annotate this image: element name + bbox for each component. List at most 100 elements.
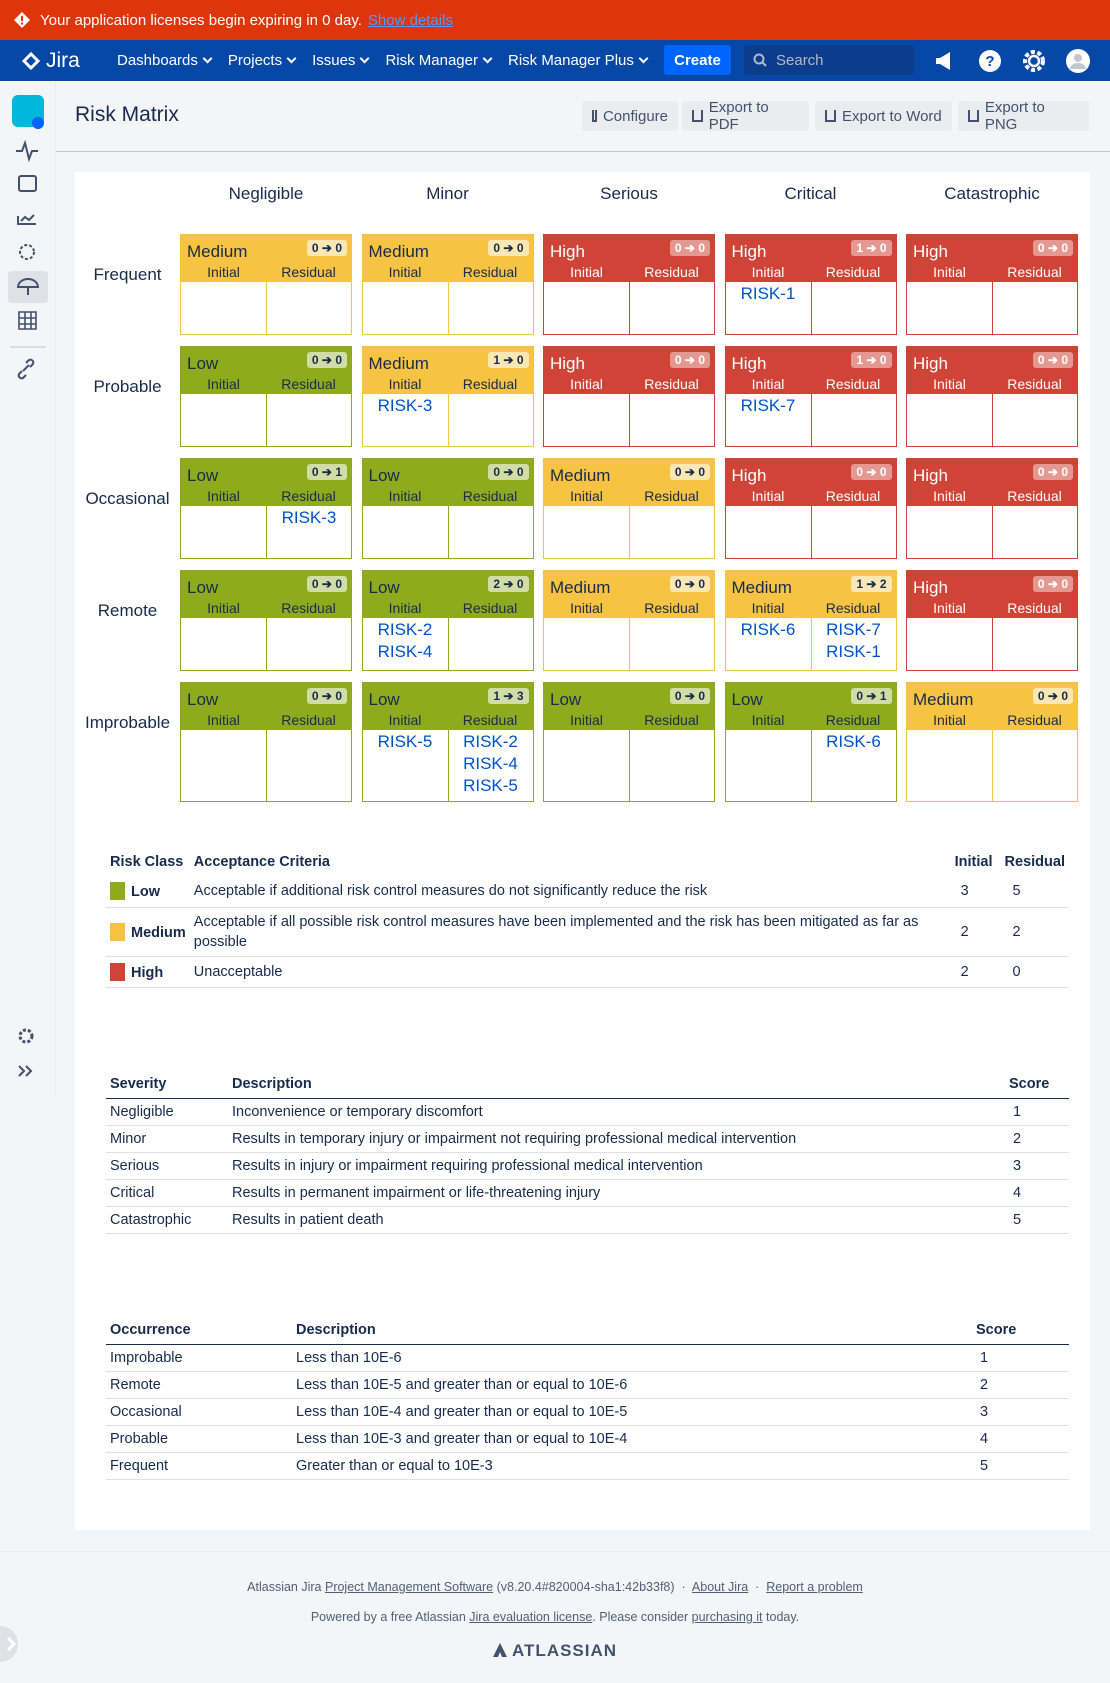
toolbar-button[interactable]: Configure [582,101,678,131]
column-header: Score [972,1316,1069,1345]
jira-logo[interactable]: Jira [21,49,117,73]
severity-header: Minor [426,184,469,203]
matrix-cell: High 0 ➔ 0 Initial Residual [724,458,897,559]
risk-link[interactable]: RISK-7 [740,396,796,415]
logo-text: ATLASSIAN [512,1641,618,1660]
reports-icon[interactable] [17,214,36,225]
risk-link[interactable]: RISK-4 [463,754,518,773]
occurrence-header: Probable [93,377,162,396]
initial-label: Initial [388,376,422,392]
risk-class: Medium [368,242,429,261]
board-icon[interactable] [18,175,37,192]
count-badge: 0 ➔ 0 [1032,464,1073,480]
risk-class: Low [368,578,400,597]
count-badge: 0 ➔ 1 [851,688,892,704]
risk-link[interactable]: RISK-3 [281,508,337,527]
initial-risks [181,394,266,446]
footer-line-2: Powered by a free Atlassian Jira evaluat… [0,1610,1110,1624]
risk-link[interactable]: RISK-5 [463,776,518,795]
risk-link[interactable]: RISK-4 [377,642,433,661]
count-badge: 1 ➔ 3 [488,688,529,704]
notifications-icon[interactable] [936,52,950,70]
cell-header: High 1 ➔ 0 Initial Residual [725,235,896,282]
footer-link[interactable]: Project Management Software [324,1580,494,1594]
risk-link[interactable]: RISK-5 [377,732,433,751]
table-icon[interactable] [18,311,37,330]
activity-icon[interactable] [16,139,38,163]
banner-link[interactable]: Show details [367,11,453,29]
components-icon[interactable] [19,244,35,260]
cell-header: High 0 ➔ 0 Initial Residual [725,459,896,506]
count-badge: 2 ➔ 0 [488,576,529,592]
link-icon[interactable] [17,358,35,380]
toolbar-button[interactable]: Export to PNG [958,99,1089,133]
table-row: Improbable Less than 10E-6 1 [106,1344,1069,1372]
residual-risks [629,506,714,558]
nav-item[interactable]: Projects [228,52,295,69]
occurrence-header: Improbable [84,713,171,732]
risk-link[interactable]: RISK-1 [826,642,881,661]
footer-report[interactable]: Report a problem [766,1580,863,1594]
initial-risks [726,730,811,801]
risk-class: Low [187,690,219,709]
nav-item[interactable]: Risk Manager Plus [508,52,647,69]
table-cell: Catastrophic [106,1206,228,1234]
footer-about[interactable]: About Jira [691,1580,749,1594]
matrix-cell: High 0 ➔ 0 Initial Residual [906,458,1078,559]
count-badge: 1 ➔ 0 [488,352,529,368]
toolbar-button[interactable]: Export to PDF [682,99,809,133]
cell-header: Low 0 ➔ 0 Initial Residual [181,683,351,730]
cell-body [181,282,351,334]
risk-link[interactable]: RISK-6 [740,620,796,639]
criteria-cell: Unacceptable [189,956,951,988]
search-placeholder: Search [776,51,824,69]
risk-class: High [731,466,767,485]
footer-link[interactable]: purchasing it [691,1610,763,1624]
table-row: Serious Results in injury or impairment r… [106,1152,1069,1180]
table-cell: Less than 10E-3 and greater than or equa… [292,1425,972,1453]
residual-label: Residual [825,712,881,728]
risk-link[interactable]: RISK-1 [740,284,796,303]
residual-risks [447,506,533,558]
count-badge: 1 ➔ 2 [851,576,892,592]
nav-item[interactable]: Dashboards [117,52,211,69]
initial-risks [544,730,629,801]
help-icon[interactable]: ? [979,50,1001,72]
table-cell: 2 [1005,1125,1069,1153]
cell-header: Low 0 ➔ 1 Initial Residual [725,683,896,730]
initial-risks [907,730,992,801]
create-button[interactable]: Create [664,45,731,75]
nav-item[interactable]: Risk Manager [385,52,491,69]
expand-icon[interactable] [18,1065,33,1077]
avatar[interactable] [1066,49,1090,73]
cell-body: RISK-2 RISK-4 [363,618,533,670]
count-badge: 0 ➔ 0 [488,240,529,256]
sidebar-icons [8,95,48,1077]
legend-row: Medium Acceptable if all possible risk co… [106,907,1069,957]
risk-link[interactable]: RISK-6 [826,732,881,751]
footer-text: . Please consider [592,1610,689,1624]
footer-link[interactable]: Jira evaluation license [469,1610,593,1624]
risk-class: Low [368,466,400,485]
risk-link[interactable]: RISK-7 [826,620,881,639]
initial-risks [544,282,629,334]
matrix-cell: Medium 0 ➔ 0 Initial Residual [543,570,715,671]
risk-class: Medium [550,466,611,485]
matrix-cell: Low 0 ➔ 1 Initial Residual RISK-6 [724,682,897,802]
cell-header: Medium 0 ➔ 0 Initial Residual [362,235,533,282]
residual-label: Residual [281,600,336,616]
cell-body: RISK-1 [726,282,896,334]
risk-link[interactable]: RISK-3 [377,396,433,415]
risk-link[interactable]: RISK-2 [377,620,433,639]
toolbar-button[interactable]: Export to Word [815,101,952,131]
sidebar-settings[interactable] [18,1028,34,1044]
risk-link[interactable]: RISK-2 [463,732,518,751]
count-badge: 0 ➔ 1 [306,464,347,480]
settings-icon[interactable] [1023,50,1045,72]
risk-class: Low [187,354,219,373]
search-box[interactable]: Search [744,45,914,75]
initial-risks [544,618,629,670]
matrix-cell: Medium 0 ➔ 0 Initial Residual [180,234,352,335]
collapse-handle[interactable] [0,1626,26,1662]
nav-item[interactable]: Issues [312,52,368,69]
